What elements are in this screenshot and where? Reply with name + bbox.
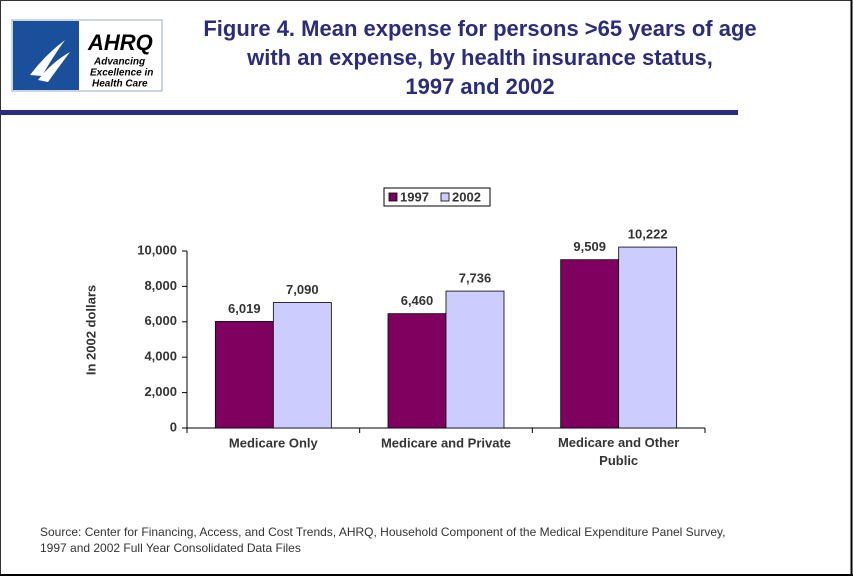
value-label: 6,460 bbox=[401, 293, 434, 308]
chart-title: 1997 and 2002 bbox=[405, 74, 554, 99]
bar bbox=[618, 246, 678, 429]
bar bbox=[272, 302, 332, 429]
chart-title: Figure 4. Mean expense for persons >65 y… bbox=[203, 16, 756, 41]
chart-title: with an expense, by health insurance sta… bbox=[246, 45, 713, 70]
source-note: Source: Center for Financing, Access, an… bbox=[40, 525, 725, 539]
logo-name: AHRQ bbox=[87, 30, 153, 55]
legend-box bbox=[383, 187, 491, 207]
x-tick-label: Medicare Only bbox=[229, 435, 319, 450]
legend-label: 1997 bbox=[400, 189, 429, 204]
x-tick-label: Medicare and Other Public bbox=[558, 435, 679, 468]
legend-swatch bbox=[388, 192, 398, 202]
bar bbox=[387, 313, 447, 429]
title-rule bbox=[0, 110, 738, 115]
y-tick-label: 0 bbox=[170, 419, 177, 434]
y-tick-label: 6,000 bbox=[144, 313, 177, 328]
y-tick-label: 8,000 bbox=[144, 278, 177, 293]
bar bbox=[560, 259, 620, 429]
logo-tagline: Advancing bbox=[93, 57, 145, 68]
value-label: 10,222 bbox=[628, 227, 668, 242]
bar bbox=[445, 290, 505, 429]
x-tick-label: Medicare and Private bbox=[381, 435, 511, 450]
logo-eagle bbox=[30, 40, 70, 82]
source-note: 1997 and 2002 Full Year Consolidated Dat… bbox=[40, 541, 301, 555]
logo-tagline: Health Care bbox=[92, 79, 148, 90]
legend: 1997 2002 bbox=[383, 187, 491, 207]
y-tick-label: 2,000 bbox=[144, 384, 177, 399]
y-axis-label: In 2002 dollars bbox=[83, 285, 98, 375]
y-tick-label: 10,000 bbox=[137, 242, 177, 257]
logo-tagline: Excellence in bbox=[90, 68, 153, 79]
value-label: 9,509 bbox=[573, 239, 606, 254]
legend-label: 2002 bbox=[452, 189, 481, 204]
value-label: 6,019 bbox=[228, 301, 261, 316]
legend-swatch bbox=[440, 192, 450, 202]
value-label: 7,090 bbox=[286, 282, 319, 297]
bar bbox=[214, 321, 274, 429]
y-tick-label: 4,000 bbox=[144, 349, 177, 364]
value-label: 7,736 bbox=[459, 271, 492, 286]
logo: AHRQ Advancing Excellence in Health Care bbox=[11, 19, 163, 92]
